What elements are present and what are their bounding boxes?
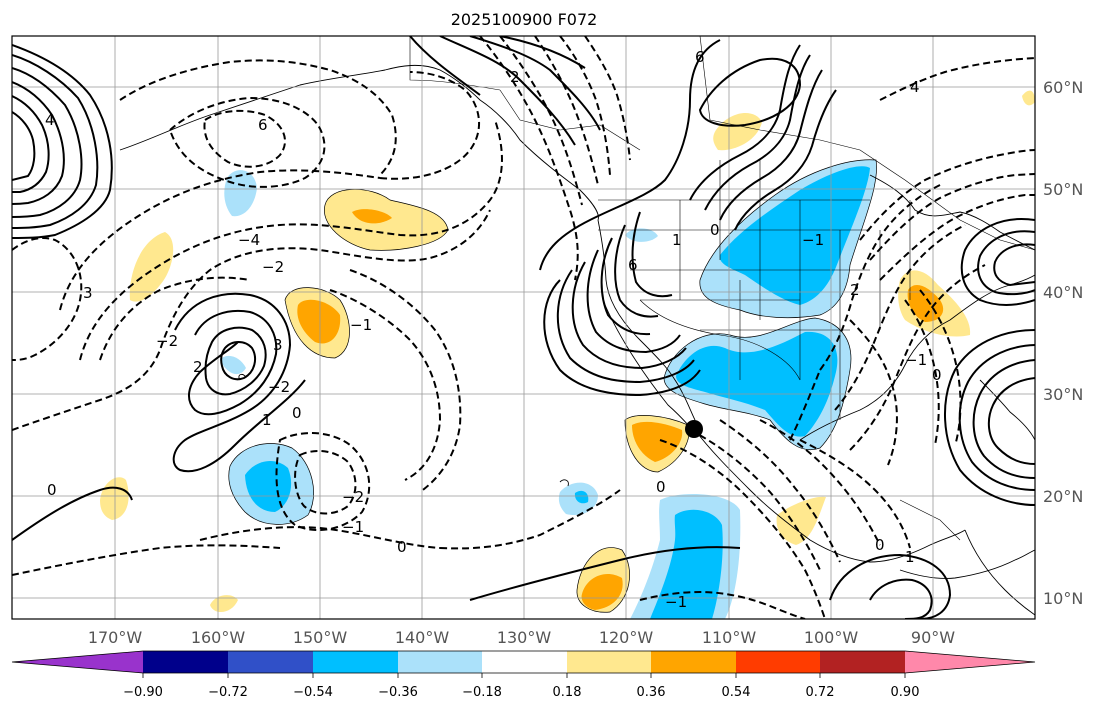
contour-label: 1 xyxy=(905,548,915,566)
negative-contours xyxy=(12,36,1035,619)
storm-center-marker xyxy=(685,420,703,438)
latitude-label: 10°N xyxy=(1043,589,1083,608)
negative-anomaly-area xyxy=(220,355,246,375)
contour-label: 2 xyxy=(193,358,203,376)
colorbar-segment xyxy=(313,651,398,673)
map-panel: 4 4 6 2 6 −4 −2 3 −2 −2 −1 3 2 1 0 0 −2 … xyxy=(12,36,1035,619)
colorbar-tick-label: 0.54 xyxy=(722,685,751,700)
colorbar-segment xyxy=(567,651,651,673)
contour-label: 0 xyxy=(47,481,57,499)
negative-anomaly-core xyxy=(650,509,723,619)
contour-label: 1 xyxy=(262,411,272,429)
contour-label: −1 xyxy=(350,316,372,334)
contour-label: 0 xyxy=(710,221,720,239)
contour-label: 6 xyxy=(258,116,268,134)
latitude-label: 50°N xyxy=(1043,180,1083,199)
contour-label: −2 xyxy=(156,332,178,350)
colorbar-segment xyxy=(736,651,820,673)
positive-anomaly-area xyxy=(129,232,174,302)
contour-label-layer: 4 4 6 2 6 −4 −2 3 −2 −2 −1 3 2 1 0 0 −2 … xyxy=(45,48,942,611)
latitude-label: 30°N xyxy=(1043,385,1083,404)
contour-label: −2 xyxy=(268,378,290,396)
colorbar-tick-label: −0.36 xyxy=(378,685,418,700)
negative-anomaly-area xyxy=(224,170,257,217)
contour-label: 0 xyxy=(932,366,942,384)
positive-anomaly-core xyxy=(632,421,683,462)
positive-anomaly-core xyxy=(907,285,944,322)
colorbar-tick-label: 0.72 xyxy=(806,685,835,700)
latitude-label: 40°N xyxy=(1043,283,1083,302)
latitude-axis: 60°N 50°N 40°N 30°N 20°N 10°N xyxy=(1043,78,1083,608)
positive-anomaly-area xyxy=(713,112,762,151)
contour-label: 3 xyxy=(83,284,93,302)
latitude-label: 20°N xyxy=(1043,487,1083,506)
contour-label: −2 xyxy=(262,258,284,276)
colorbar-tick-label: 0.90 xyxy=(891,685,920,700)
colorbar-extend-max xyxy=(905,651,1035,673)
longitude-label: 110°W xyxy=(702,628,757,647)
map-frame xyxy=(11,35,1036,620)
colorbar-tick-label: 0.18 xyxy=(553,685,582,700)
contour-label: −4 xyxy=(238,231,260,249)
contour-label: 6 xyxy=(695,48,705,66)
contour-label: 0 xyxy=(292,404,302,422)
contour-label: 0 xyxy=(656,478,666,496)
positive-anomaly-area xyxy=(210,595,238,613)
contour-label: 0 xyxy=(397,538,407,556)
longitude-label: 120°W xyxy=(599,628,654,647)
longitude-label: 170°W xyxy=(88,628,143,647)
negative-anomaly-core xyxy=(245,460,292,512)
positive-anomaly-core xyxy=(352,209,392,224)
negative-anomaly-core xyxy=(676,331,838,437)
contour-label: 0 xyxy=(875,536,885,554)
longitude-label: 150°W xyxy=(293,628,348,647)
contour-label: −1 xyxy=(905,351,927,369)
positive-anomaly-core xyxy=(297,299,341,344)
contour-label: −1 xyxy=(665,593,687,611)
colorbar-tick-label: −0.54 xyxy=(293,685,333,700)
colorbar: −0.90 −0.72 −0.54 −0.36 −0.18 0.18 0.36 … xyxy=(11,650,1036,700)
colorbar-tick-label: 0.36 xyxy=(637,685,666,700)
colorbar-segment xyxy=(482,651,567,673)
contour-label: 2 xyxy=(850,281,860,299)
colorbar-tick-label: −0.72 xyxy=(208,685,248,700)
contour-label: −1 xyxy=(342,518,364,536)
colorbar-tick-label: −0.18 xyxy=(462,685,502,700)
map-background xyxy=(12,36,1035,619)
colorbar-segment xyxy=(651,651,736,673)
positive-anomaly-area xyxy=(776,496,826,545)
negative-anomaly-core xyxy=(574,490,589,504)
positive-anomaly-area xyxy=(1022,90,1035,106)
longitude-label: 160°W xyxy=(191,628,246,647)
map-title: 2025100900 F072 xyxy=(451,10,598,29)
gridlines xyxy=(12,36,1035,619)
longitude-label: 140°W xyxy=(395,628,450,647)
contour-label: 2 xyxy=(510,68,520,86)
negative-anomaly-core xyxy=(719,166,870,305)
colorbar-segment xyxy=(820,651,905,673)
colorbar-segment xyxy=(398,651,482,673)
contour-label: 3 xyxy=(273,336,283,354)
contour-label: 1 xyxy=(672,231,682,249)
contour-label: 4 xyxy=(45,111,55,129)
colorbar-extend-min xyxy=(12,651,143,673)
contour-label: 4 xyxy=(910,78,920,96)
longitude-label: 130°W xyxy=(497,628,552,647)
contour-label: 6 xyxy=(628,256,638,274)
positive-anomaly-core xyxy=(581,573,623,610)
longitude-label: 100°W xyxy=(804,628,859,647)
longitude-label: 90°W xyxy=(911,628,955,647)
colorbar-segment xyxy=(143,651,228,673)
contour-label: −2 xyxy=(342,488,364,506)
anomaly-fill-layer xyxy=(100,90,1035,619)
colorbar-tick-label: −0.90 xyxy=(123,685,163,700)
contour-label: −1 xyxy=(802,231,824,249)
colorbar-segment xyxy=(228,651,313,673)
political-borders xyxy=(409,36,1035,541)
longitude-axis: 170°W 160°W 150°W 140°W 130°W 120°W 110°… xyxy=(88,628,955,647)
latitude-label: 60°N xyxy=(1043,78,1083,97)
